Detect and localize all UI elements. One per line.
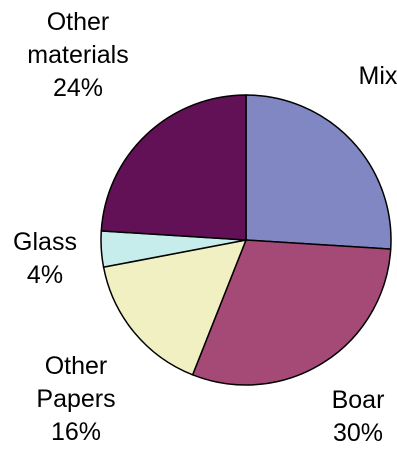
label-other-papers-line1: Other — [44, 352, 108, 380]
label-other-materials-pct: 24% — [52, 74, 104, 102]
label-glass-pct: 4% — [26, 261, 64, 289]
pie-slice-other-materials — [100, 94, 247, 241]
label-glass-line1: Glass — [13, 228, 77, 256]
pie-slice-mixed — [245, 94, 392, 250]
pie-slice-other-papers — [102, 239, 248, 376]
label-other-materials-line2: materials — [27, 41, 129, 69]
label-other-papers-line2: Papers — [36, 385, 116, 413]
label-boards: Boar 30% — [332, 384, 385, 450]
label-glass: Glass 4% — [13, 226, 77, 292]
label-other-papers-pct: 16% — [50, 418, 102, 446]
label-mixed: Mix — [359, 60, 397, 93]
label-boards-pct: 30% — [332, 419, 384, 447]
label-other-materials: Other materials 24% — [27, 6, 128, 105]
label-boards-line1: Boar — [331, 386, 385, 414]
label-other-materials-line1: Other — [46, 8, 110, 36]
label-other-papers: Other Papers 16% — [36, 350, 115, 449]
pie-slice-boards — [191, 239, 392, 386]
label-mixed-line1: Mix — [358, 62, 397, 90]
